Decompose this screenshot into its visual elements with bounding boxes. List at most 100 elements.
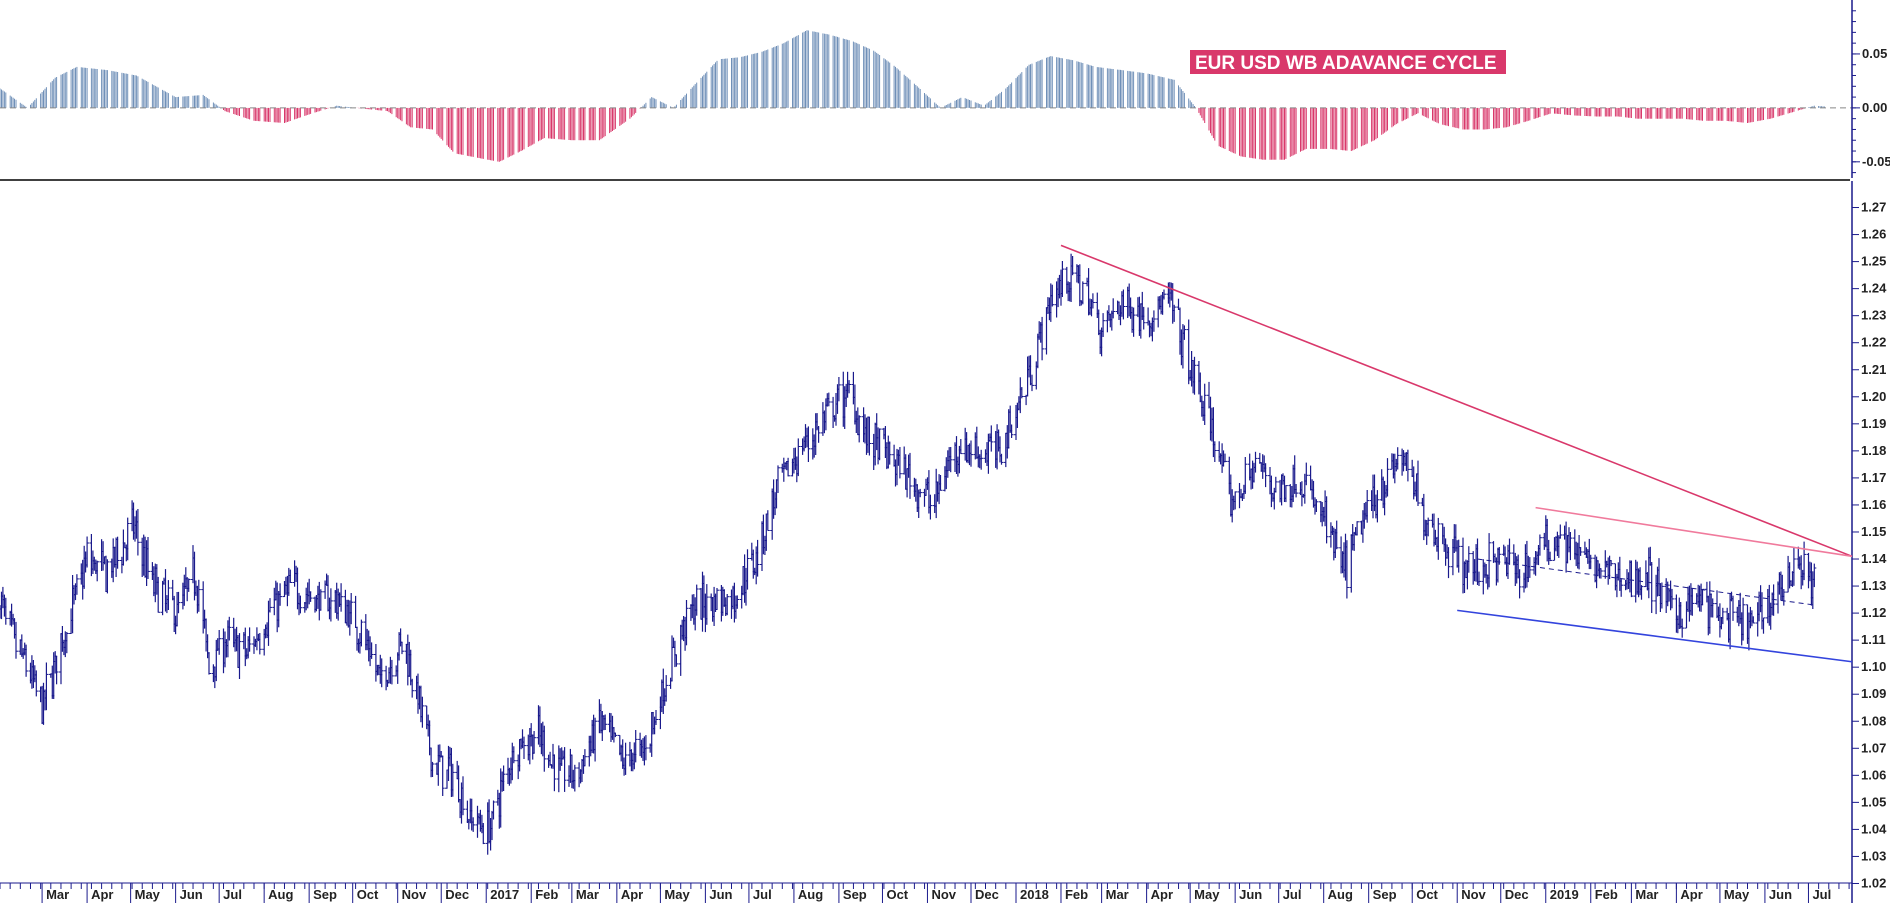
price-bar (776, 465, 780, 493)
price-bar (501, 765, 506, 791)
price-bar (1405, 449, 1410, 482)
price-bar (1649, 562, 1654, 613)
x-tick-label: Feb (535, 887, 558, 902)
price-bar (207, 652, 211, 675)
price-bar (1080, 281, 1085, 305)
price-bar (353, 595, 358, 628)
price-bar (1609, 560, 1614, 567)
x-tick-label: Sep (843, 887, 867, 902)
price-bar (562, 747, 567, 792)
price-bar (1182, 325, 1187, 340)
price-bar (1558, 524, 1563, 539)
price-bar (552, 754, 557, 792)
price-tick-label: 1.02 (1861, 875, 1886, 890)
price-bar (522, 736, 526, 759)
price-bar (1568, 532, 1573, 561)
price-bar (1030, 374, 1034, 392)
trend-line (1477, 558, 1815, 606)
price-bar (34, 670, 39, 697)
x-tick-label: 2018 (1020, 887, 1049, 902)
price-bar (491, 800, 496, 820)
price-bar (1751, 616, 1756, 624)
price-tick-label: 1.03 (1861, 848, 1886, 863)
price-bar (654, 710, 658, 725)
price-bar (715, 588, 719, 610)
price-bar (1578, 547, 1583, 556)
price-bar (908, 452, 912, 499)
price-bar (24, 644, 29, 677)
price-bar (796, 438, 801, 477)
price-bar (146, 537, 150, 579)
x-tick-label: Feb (1065, 887, 1088, 902)
price-bar (745, 549, 750, 590)
price-bar (989, 425, 994, 452)
price-bar (979, 449, 984, 470)
price-bar (755, 539, 760, 577)
price-tick-label: 1.04 (1861, 821, 1887, 836)
price-bar (603, 714, 608, 730)
oscillator-tick-label: 0.00 (1862, 100, 1887, 115)
x-tick-label: Apr (91, 887, 113, 902)
price-bar (217, 630, 222, 655)
price-bar (1304, 462, 1309, 486)
price-bar (918, 488, 923, 498)
x-tick-label: Oct (886, 887, 908, 902)
price-bar (115, 536, 120, 569)
oscillator-tick-label: -0.05 (1862, 154, 1890, 169)
x-tick-label: 2019 (1550, 887, 1579, 902)
x-tick-label: Dec (975, 887, 999, 902)
price-bar (999, 453, 1004, 465)
price-bar (1172, 304, 1177, 322)
trend-lines (1060, 244, 1853, 663)
price-bar (1639, 585, 1644, 600)
price-bar (1060, 261, 1065, 297)
price-bar (481, 823, 486, 845)
x-tick-label: Oct (357, 887, 379, 902)
price-tick-label: 1.13 (1861, 578, 1886, 593)
price-bar (369, 642, 374, 659)
price-bar (1223, 453, 1227, 463)
price-bar (806, 426, 811, 462)
price-bar (847, 380, 852, 394)
price-tick-label: 1.14 (1861, 551, 1887, 566)
price-bar (664, 675, 669, 702)
price-bar (1812, 563, 1817, 588)
price-bar (288, 569, 293, 583)
price-bar (1720, 607, 1725, 625)
price-bar (471, 817, 476, 832)
price-bar (227, 616, 232, 641)
price-bar (725, 594, 730, 616)
price-tick-label: 1.20 (1861, 389, 1886, 404)
price-bar (1436, 517, 1441, 560)
x-tick-label: Mar (1635, 887, 1658, 902)
price-bar (1619, 578, 1624, 597)
price-bar (1212, 441, 1217, 462)
price-bar (1202, 383, 1207, 425)
x-tick-label: Jun (1769, 887, 1792, 902)
price-tick-label: 1.15 (1861, 524, 1886, 539)
price-bar (298, 595, 303, 614)
price-bar (1192, 356, 1197, 395)
price-bar (373, 644, 378, 682)
price-tick-label: 1.07 (1861, 740, 1886, 755)
x-tick-label: Dec (445, 887, 469, 902)
price-bar (1456, 539, 1461, 573)
price-bar (897, 447, 902, 479)
price-bar (765, 510, 770, 531)
price-bar (1761, 617, 1766, 634)
price-bar (1121, 289, 1126, 320)
price-bar (1537, 534, 1542, 556)
price-tick-label: 1.09 (1861, 686, 1886, 701)
x-tick-label: Mar (576, 887, 599, 902)
price-bar (836, 377, 841, 402)
oscillator-tick-label: 0.05 (1862, 46, 1887, 61)
price-bar (1802, 541, 1807, 581)
price-bar (1009, 424, 1014, 438)
x-tick-label: Aug (798, 887, 823, 902)
price-bar (1416, 460, 1420, 506)
price-bar (1659, 582, 1664, 609)
price-bars (0, 253, 1817, 855)
price-bar (532, 731, 537, 754)
price-bar (237, 633, 242, 679)
price-bar (1324, 496, 1329, 544)
